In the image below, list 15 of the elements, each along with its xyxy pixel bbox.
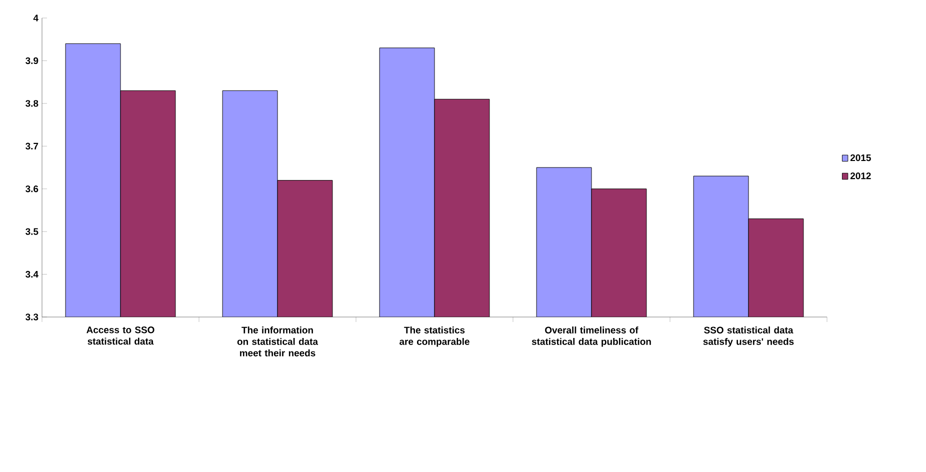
y-tick-label: 3.3 [26, 314, 38, 320]
y-tick-label: 3.4 [26, 270, 38, 278]
y-tick-label: 3.7 [26, 142, 38, 150]
y-tick-label: 3.6 [26, 186, 38, 192]
x-tick-label: The statistics are comparable [400, 326, 470, 347]
y-tick-label: 4 [33, 14, 38, 22]
x-tick-label: SSO statistical data satisfy users' needs [703, 326, 794, 347]
legend-label: 2012 [850, 172, 871, 180]
x-tick-label: The information on statistical data meet their needs [237, 326, 318, 356]
y-tick-label: 3.9 [26, 57, 38, 64]
legend-label: 2015 [850, 154, 871, 162]
y-tick-label: 3.8 [26, 100, 38, 107]
x-tick-label: Access to SSO statistical data [86, 326, 154, 345]
x-tick-label: Overall timeliness of statistical data publication [532, 326, 651, 347]
y-tick-label: 3.5 [26, 228, 38, 235]
